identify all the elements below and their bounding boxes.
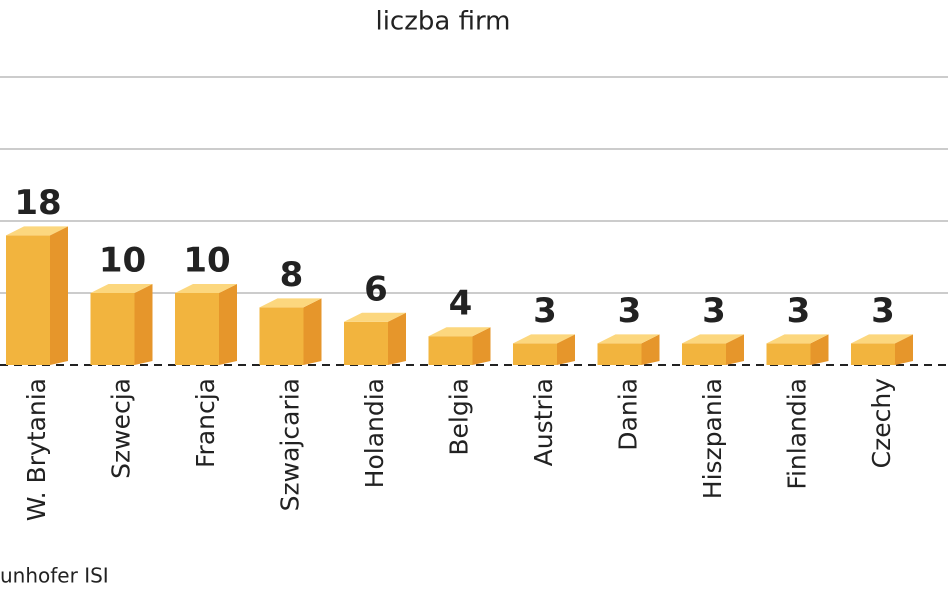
bar-top	[344, 312, 406, 322]
x-tick-label: Dania	[614, 378, 643, 451]
bar-side	[726, 334, 744, 365]
bar	[6, 226, 68, 365]
value-label: 3	[787, 291, 811, 331]
x-tick-label: W. Brytania	[22, 378, 51, 521]
bar-side	[810, 334, 829, 365]
bar-top	[259, 298, 322, 308]
bar-side	[388, 312, 406, 365]
value-label: 3	[702, 291, 726, 331]
bar	[682, 334, 744, 365]
x-tick-label: Szwajcaria	[276, 378, 305, 511]
value-label: 6	[364, 269, 388, 309]
bar-side	[472, 327, 491, 365]
bar-front	[428, 336, 473, 365]
bar-side	[134, 284, 153, 365]
bar-top	[428, 327, 491, 337]
bar-top	[766, 334, 829, 344]
value-label: 4	[449, 284, 473, 324]
bar-front	[766, 343, 811, 365]
bar-top	[175, 284, 237, 293]
bar	[90, 284, 153, 365]
value-label: 10	[183, 241, 230, 281]
x-tick-label: Hiszpania	[698, 378, 727, 499]
bar	[513, 334, 575, 365]
bar	[344, 312, 406, 365]
x-tick-label: Austria	[529, 378, 558, 466]
bar-front	[6, 235, 50, 365]
bar-top	[6, 226, 68, 236]
bar-side	[641, 334, 660, 365]
bar	[428, 327, 491, 365]
value-label: 3	[871, 291, 895, 331]
bar-top	[682, 334, 744, 344]
x-tick-label: Finlandia	[783, 378, 812, 490]
bar-front	[682, 343, 726, 365]
value-label: 3	[533, 291, 557, 331]
bar	[766, 334, 829, 365]
bar-top	[597, 334, 660, 344]
value-label: 10	[99, 241, 146, 281]
bar-front	[259, 307, 304, 365]
bar-front	[90, 293, 135, 365]
value-label: 3	[618, 291, 642, 331]
bar-top	[90, 284, 153, 293]
source: unhofer ISI	[0, 564, 109, 588]
x-tick-label: Holandia	[360, 378, 389, 488]
bar-side	[557, 334, 575, 365]
chart-title: liczba firm	[375, 7, 510, 37]
x-tick-label: Czechy	[867, 378, 896, 469]
bar-front	[344, 321, 388, 365]
x-tick-label: Szwecja	[107, 378, 136, 479]
bar-front	[175, 293, 219, 365]
value-label: 8	[280, 255, 304, 295]
bar-side	[303, 298, 322, 365]
bar-front	[597, 343, 642, 365]
bar	[851, 334, 913, 365]
bar-top	[851, 334, 913, 344]
x-tick-label: Francja	[191, 378, 220, 468]
x-tick-label: Belgia	[445, 378, 474, 456]
value-label: 18	[14, 183, 61, 223]
bar-side	[895, 334, 913, 365]
bar	[175, 284, 237, 365]
bar-top	[513, 334, 575, 344]
bar	[259, 298, 322, 365]
bar-side	[219, 284, 237, 365]
bar-side	[50, 226, 68, 365]
bar	[597, 334, 660, 365]
bar-front	[851, 343, 895, 365]
bar-front	[513, 343, 557, 365]
